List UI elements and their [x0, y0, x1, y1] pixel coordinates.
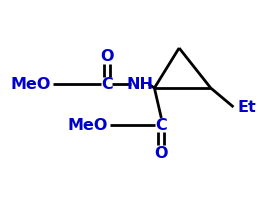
Text: C: C: [155, 117, 167, 133]
Text: Et: Et: [238, 99, 256, 114]
Text: MeO: MeO: [67, 117, 108, 133]
Text: O: O: [155, 146, 168, 161]
Text: O: O: [100, 48, 114, 63]
Text: NH: NH: [126, 76, 153, 91]
Text: C: C: [101, 76, 113, 91]
Text: MeO: MeO: [10, 76, 51, 91]
